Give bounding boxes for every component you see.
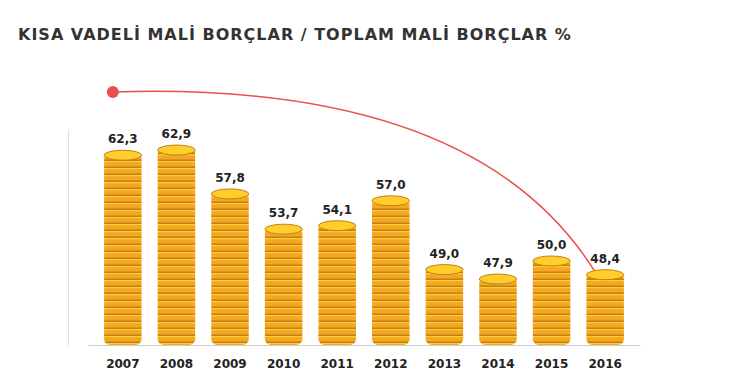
x-tick-label: 2012 (374, 357, 407, 371)
bar (372, 199, 410, 345)
bar (265, 227, 303, 345)
x-tick-label: 2011 (321, 357, 354, 371)
data-label: 54,1 (322, 203, 352, 217)
x-tick: 2013 (428, 345, 461, 371)
chart: KISA VADELİ MALİ BORÇLAR / TOPLAM MALİ B… (0, 0, 740, 390)
data-label: 47,9 (483, 256, 513, 270)
x-axis: 2007 2008 2009 2010 2011 2012 2013 2014 2015 2016 (89, 345, 641, 371)
data-label: 62,3 (108, 132, 138, 146)
coin-top (265, 224, 303, 234)
x-tick-label: 2008 (160, 357, 193, 371)
bar (479, 277, 517, 345)
coin-top (104, 150, 142, 160)
x-tick-label: 2015 (535, 357, 568, 371)
x-axis-line (89, 345, 641, 346)
x-tick: 2012 (374, 345, 407, 371)
x-tick: 2008 (160, 345, 193, 371)
x-tick-label: 2014 (481, 357, 514, 371)
y-axis (68, 131, 69, 346)
x-tick: 2009 (213, 345, 246, 371)
coin-top (426, 265, 464, 275)
x-tick: 2016 (588, 345, 621, 371)
data-label: 50,0 (537, 238, 567, 252)
x-tick-label: 2016 (588, 357, 621, 371)
data-label: 48,4 (590, 252, 620, 266)
bar (158, 148, 196, 345)
y-axis-line (68, 131, 69, 346)
data-label: 57,8 (215, 171, 245, 185)
x-tick: 2007 (106, 345, 139, 371)
data-label: 57,0 (376, 178, 406, 192)
x-tick-label: 2007 (106, 357, 139, 371)
data-label: 53,7 (269, 206, 299, 220)
coin-top (318, 221, 356, 231)
title: KISA VADELİ MALİ BORÇLAR / TOPLAM MALİ B… (18, 25, 572, 44)
x-tick: 2011 (321, 345, 354, 371)
coin-top (158, 145, 196, 155)
x-tick: 2014 (481, 345, 514, 371)
coin-top (211, 189, 249, 199)
data-label: 49,0 (430, 247, 460, 261)
x-tick: 2010 (267, 345, 300, 371)
x-tick-label: 2009 (213, 357, 246, 371)
x-tick-label: 2010 (267, 357, 300, 371)
bar (318, 224, 356, 345)
coin-top (586, 270, 624, 280)
bar (211, 192, 249, 345)
bar (426, 268, 464, 345)
coin-top (372, 196, 410, 206)
data-label: 62,9 (162, 127, 192, 141)
bar (104, 153, 142, 345)
x-tick: 2015 (535, 345, 568, 371)
bars (104, 145, 624, 345)
x-tick-label: 2013 (428, 357, 461, 371)
bar (533, 259, 571, 345)
bar (586, 273, 624, 345)
coin-top (533, 256, 571, 266)
coin-top (479, 274, 517, 284)
